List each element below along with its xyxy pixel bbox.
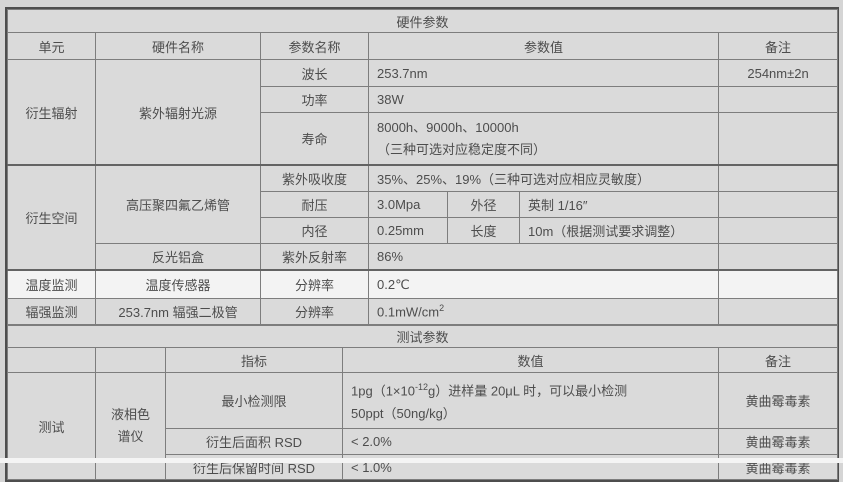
cell-unit-rad-intensity: 辐强监测 bbox=[7, 298, 96, 325]
cell-power-remark bbox=[717, 86, 839, 113]
cell-rad-remark bbox=[717, 298, 839, 325]
cell-temp-remark bbox=[717, 269, 839, 299]
cell-absorb-remark bbox=[717, 164, 839, 192]
cell-unit-temp: 温度监测 bbox=[7, 269, 96, 299]
cell-life-label: 寿命 bbox=[260, 112, 369, 166]
cell-len-label: 长度 bbox=[447, 217, 520, 244]
cell-area-rsd-label: 衍生后面积 RSD bbox=[165, 428, 343, 455]
cell-unit-test: 测试 bbox=[7, 372, 96, 480]
life-value-line1: 8000h、9000h、10000h bbox=[377, 119, 519, 135]
test-table-title: 测试参数 bbox=[6, 325, 839, 348]
cell-rad-res-value: 0.1mW/cm2 bbox=[368, 298, 719, 325]
table-row: 辐强监测 253.7nm 辐强二极管 分辨率 0.1mW/cm2 bbox=[7, 298, 839, 325]
cell-pressure-label: 耐压 bbox=[260, 191, 369, 218]
cell-temp-sensor: 温度传感器 bbox=[95, 269, 261, 299]
cell-wavelength-value: 253.7nm bbox=[368, 59, 719, 87]
cell-hplc: 液相色 谱仪 bbox=[95, 372, 166, 480]
cell-unit-space: 衍生空间 bbox=[7, 164, 96, 271]
lod-value-line1: 1pg（1×10-12g）进样量 20μL 时，可以最小检测 bbox=[351, 382, 628, 399]
hplc-line1: 液相色 bbox=[110, 407, 150, 422]
header-hardware-name: 硬件名称 bbox=[95, 32, 261, 60]
cell-id-remark bbox=[717, 217, 839, 244]
cell-id-value: 0.25mm bbox=[368, 217, 448, 244]
cell-unit-radiation: 衍生辐射 bbox=[7, 59, 96, 166]
cell-od-label: 外径 bbox=[447, 191, 520, 218]
lod-value-line2: 50ppt（50ng/kg） bbox=[351, 405, 456, 421]
header-remark: 备注 bbox=[717, 32, 839, 60]
cell-area-rsd-value: < 2.0% bbox=[342, 428, 719, 455]
test-parameters-table: 测试参数 指标 数值 备注 测试 液相色 谱仪 最小检测限 1pg（1×10-1… bbox=[6, 325, 839, 480]
cell-reflect-box: 反光铝盒 bbox=[95, 243, 261, 271]
cell-rad-res-label: 分辨率 bbox=[260, 298, 369, 325]
hardware-table-title: 硬件参数 bbox=[6, 9, 839, 33]
cell-temp-res-value: 0.2℃ bbox=[368, 269, 719, 299]
spec-table-container: 硬件参数 单元 硬件名称 参数名称 参数值 备注 衍生辐射 紫外辐射光源 波长 … bbox=[5, 7, 839, 482]
cell-reflect-label: 紫外反射率 bbox=[260, 243, 369, 271]
test-header-blank-2 bbox=[95, 347, 166, 373]
cell-absorb-label: 紫外吸收度 bbox=[260, 164, 369, 192]
cell-area-rsd-remark: 黄曲霉毒素 bbox=[717, 428, 839, 455]
table-row: 衍生辐射 紫外辐射光源 波长 253.7nm 254nm±2n bbox=[7, 59, 839, 166]
hplc-line2: 谱仪 bbox=[117, 429, 144, 444]
cell-od-value: 英制 1/16″ bbox=[519, 191, 719, 218]
test-header-remark: 备注 bbox=[717, 347, 839, 373]
header-param-value: 参数值 bbox=[368, 32, 719, 60]
header-unit: 单元 bbox=[7, 32, 96, 60]
cell-reflect-value: 86% bbox=[368, 243, 719, 271]
header-param-name: 参数名称 bbox=[260, 32, 369, 60]
cell-pressure-value: 3.0Mpa bbox=[368, 191, 448, 218]
cell-id-label: 内径 bbox=[260, 217, 369, 244]
cell-ptfe-tube: 高压聚四氟乙烯管 bbox=[95, 164, 261, 244]
superscript: 2 bbox=[439, 303, 445, 314]
cell-absorb-value: 35%、25%、19%（三种可选对应相应灵敏度） bbox=[368, 164, 719, 192]
test-header-blank-1 bbox=[7, 347, 96, 373]
cell-reflect-remark bbox=[717, 243, 839, 271]
cell-lod-remark: 黄曲霉毒素 bbox=[717, 372, 839, 429]
table-row: 反光铝盒 紫外反射率 86% bbox=[8, 243, 839, 271]
cell-temp-res-label: 分辨率 bbox=[260, 269, 369, 299]
table-row: 耐压 3.0Mpa 外径 英制 1/16″ bbox=[8, 191, 839, 218]
table-row: 衍生空间 高压聚四氟乙烯管 紫外吸收度 35%、25%、19%（三种可选对应相应… bbox=[7, 164, 839, 271]
table-row: 内径 0.25mm 长度 10m（根据测试要求调整） bbox=[8, 217, 839, 244]
superscript: -12 bbox=[414, 382, 428, 393]
cell-power-value: 38W bbox=[368, 86, 719, 113]
cell-life-remark bbox=[717, 112, 839, 166]
cell-diode: 253.7nm 辐强二极管 bbox=[95, 298, 261, 325]
table-row: 寿命 8000h、9000h、10000h （三种可选对应稳定度不同） bbox=[8, 112, 839, 166]
test-header-index: 指标 bbox=[165, 347, 343, 373]
table-row: 测试 液相色 谱仪 最小检测限 1pg（1×10-12g）进样量 20μL 时，… bbox=[7, 372, 839, 480]
cell-power-label: 功率 bbox=[260, 86, 369, 113]
cell-uv-light-source: 紫外辐射光源 bbox=[95, 59, 261, 166]
table-row-highlighted: 温度监测 温度传感器 分辨率 0.2℃ bbox=[7, 269, 839, 299]
cell-pressure-remark bbox=[717, 191, 839, 218]
cell-len-value: 10m（根据测试要求调整） bbox=[519, 217, 719, 244]
test-header-value: 数值 bbox=[342, 347, 719, 373]
cell-lod-value: 1pg（1×10-12g）进样量 20μL 时，可以最小检测 50ppt（50n… bbox=[342, 372, 719, 429]
cell-wavelength-remark: 254nm±2n bbox=[717, 59, 839, 87]
cell-lod-label: 最小检测限 bbox=[165, 372, 343, 429]
cell-life-value: 8000h、9000h、10000h （三种可选对应稳定度不同） bbox=[368, 112, 719, 166]
life-value-line2: （三种可选对应稳定度不同） bbox=[377, 141, 547, 157]
table-row: 衍生后面积 RSD < 2.0% 黄曲霉毒素 bbox=[8, 428, 839, 455]
hardware-parameters-table: 硬件参数 单元 硬件名称 参数名称 参数值 备注 衍生辐射 紫外辐射光源 波长 … bbox=[6, 9, 839, 325]
cell-wavelength-label: 波长 bbox=[260, 59, 369, 87]
table-row: 功率 38W bbox=[8, 86, 839, 113]
page-bottom-strip bbox=[0, 458, 843, 463]
